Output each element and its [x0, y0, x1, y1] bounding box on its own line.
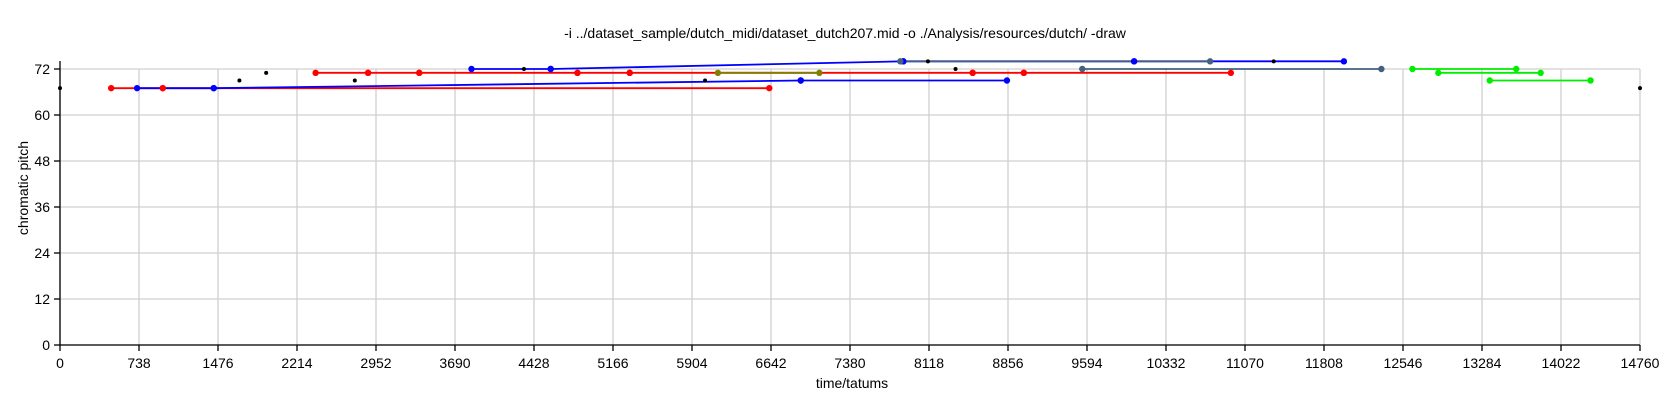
y-tick-label: 12	[34, 291, 50, 307]
data-point	[521, 67, 526, 71]
x-axis-label: time/tatums	[816, 375, 888, 391]
segment-endpoint	[1079, 65, 1086, 73]
x-tick-label: 2952	[360, 355, 391, 371]
grid	[59, 68, 1641, 346]
data-point	[1638, 86, 1642, 91]
segment-endpoint	[714, 69, 722, 77]
y-axis-label: chromatic pitch	[15, 141, 31, 235]
segment-endpoint	[312, 69, 319, 77]
data-point	[264, 70, 269, 75]
segment-endpoint	[766, 84, 773, 92]
segment-endpoint	[1227, 69, 1235, 77]
x-tick-label: 6642	[755, 355, 786, 371]
segment-endpoint	[816, 69, 823, 77]
segment-endpoint	[969, 69, 976, 77]
segment-endpoint	[1587, 77, 1594, 84]
chart-title: -i ../dataset_sample/dutch_midi/dataset_…	[564, 25, 1127, 41]
segment-endpoint	[1486, 77, 1493, 84]
data-points	[58, 58, 1642, 92]
segment-endpoint	[159, 84, 166, 92]
segment-endpoint	[1409, 65, 1416, 73]
segment-endpoint	[1537, 69, 1544, 77]
segment-endpoint	[547, 65, 554, 73]
x-tick-label: 738	[127, 355, 151, 371]
segment-endpoint	[797, 77, 804, 84]
segment-endpoint	[1130, 58, 1138, 65]
x-tick-label: 2214	[281, 355, 312, 371]
data-point	[1271, 59, 1276, 64]
x-tick-label: 9594	[1071, 355, 1102, 371]
data-point	[953, 67, 958, 71]
segment-endpoint	[1003, 77, 1011, 84]
segment-endpoint	[626, 69, 633, 77]
x-tick-label: 4428	[518, 355, 549, 371]
segment-endpoint	[1513, 65, 1520, 73]
segment-endpoint	[1435, 69, 1442, 77]
x-tick-label: 11070	[1226, 355, 1264, 371]
segment-endpoint	[210, 84, 217, 92]
y-tick-label: 36	[34, 199, 50, 215]
x-tick-label: 5904	[676, 355, 707, 371]
segment-endpoint	[1378, 65, 1385, 73]
x-tick-label: 11808	[1305, 355, 1343, 371]
axes: 0 738 1476 2214 2952 3690 4428 5166 5904 6642 7380…	[34, 61, 1660, 371]
segment-endpoint	[416, 69, 423, 77]
segment-endpoint	[897, 58, 904, 65]
x-tick-label: 8118	[914, 355, 944, 371]
x-tick-label: 5166	[597, 355, 628, 371]
segment-endpoint	[1206, 58, 1214, 65]
x-tick-label: 13284	[1463, 355, 1502, 371]
segment-endpoint	[107, 84, 115, 92]
data-point	[237, 78, 242, 83]
segment-endpoint	[1340, 58, 1348, 65]
segment-endpoint	[574, 69, 581, 77]
segment-endpoint	[468, 65, 475, 73]
x-tick-label: 1476	[202, 355, 233, 371]
x-tick-label: 14022	[1542, 355, 1581, 371]
y-tick-label: 0	[42, 337, 50, 353]
data-point	[703, 78, 708, 83]
y-tick-label: 48	[34, 153, 50, 169]
x-tick-label: 7380	[834, 355, 865, 371]
y-tick-label: 24	[34, 245, 50, 261]
y-tick-label: 60	[34, 107, 50, 123]
x-tick-label: 8856	[992, 355, 1023, 371]
x-tick-label: 12546	[1384, 355, 1423, 371]
segment-endpoint	[133, 84, 141, 92]
y-tick-label: 72	[34, 61, 50, 77]
segment-endpoint	[1020, 69, 1028, 77]
series-segment	[550, 60, 904, 70]
x-tick-label: 10332	[1147, 355, 1186, 371]
series-lines	[111, 60, 1591, 90]
series-segment	[213, 79, 801, 90]
x-tick-label: 3690	[439, 355, 470, 371]
x-tick-label: 14760	[1621, 355, 1660, 371]
data-point	[925, 59, 930, 64]
data-point	[352, 78, 357, 83]
segment-endpoint	[364, 69, 372, 77]
x-tick-label: 0	[56, 355, 64, 371]
